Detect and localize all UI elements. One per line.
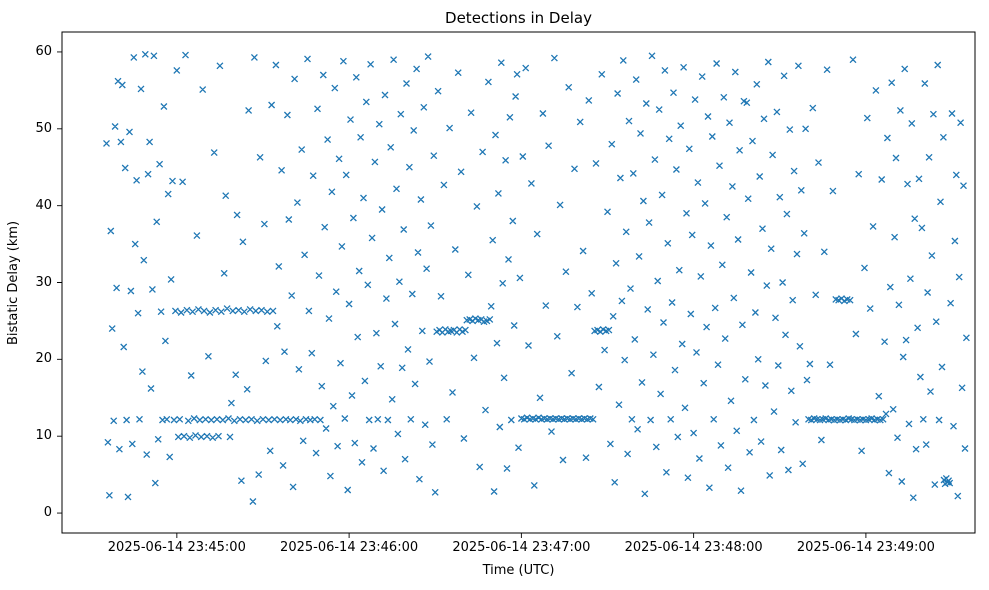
y-tick-label: 50 [35, 120, 52, 136]
plot-frame [61, 31, 976, 534]
y-tick-label: 0 [43, 505, 52, 521]
x-axis-label: Time (UTC) [482, 563, 555, 578]
x-tick-label: 2025-06-14 23:49:00 [796, 540, 935, 555]
y-tick-label: 30 [35, 274, 52, 290]
y-tick-label: 10 [35, 428, 52, 444]
y-tick-label: 40 [35, 197, 52, 213]
x-tick-label: 2025-06-14 23:47:00 [452, 540, 591, 555]
x-tick-label: 2025-06-14 23:46:00 [280, 540, 419, 555]
x-tick-label: 2025-06-14 23:48:00 [624, 540, 763, 555]
y-tick-label: 20 [35, 351, 52, 367]
x-tick-label: 2025-06-14 23:45:00 [107, 540, 246, 555]
chart-title: Detections in Delay [445, 9, 592, 27]
y-tick-label: 60 [35, 43, 52, 59]
axis-ticks [57, 51, 867, 538]
scatter-points [103, 50, 970, 505]
